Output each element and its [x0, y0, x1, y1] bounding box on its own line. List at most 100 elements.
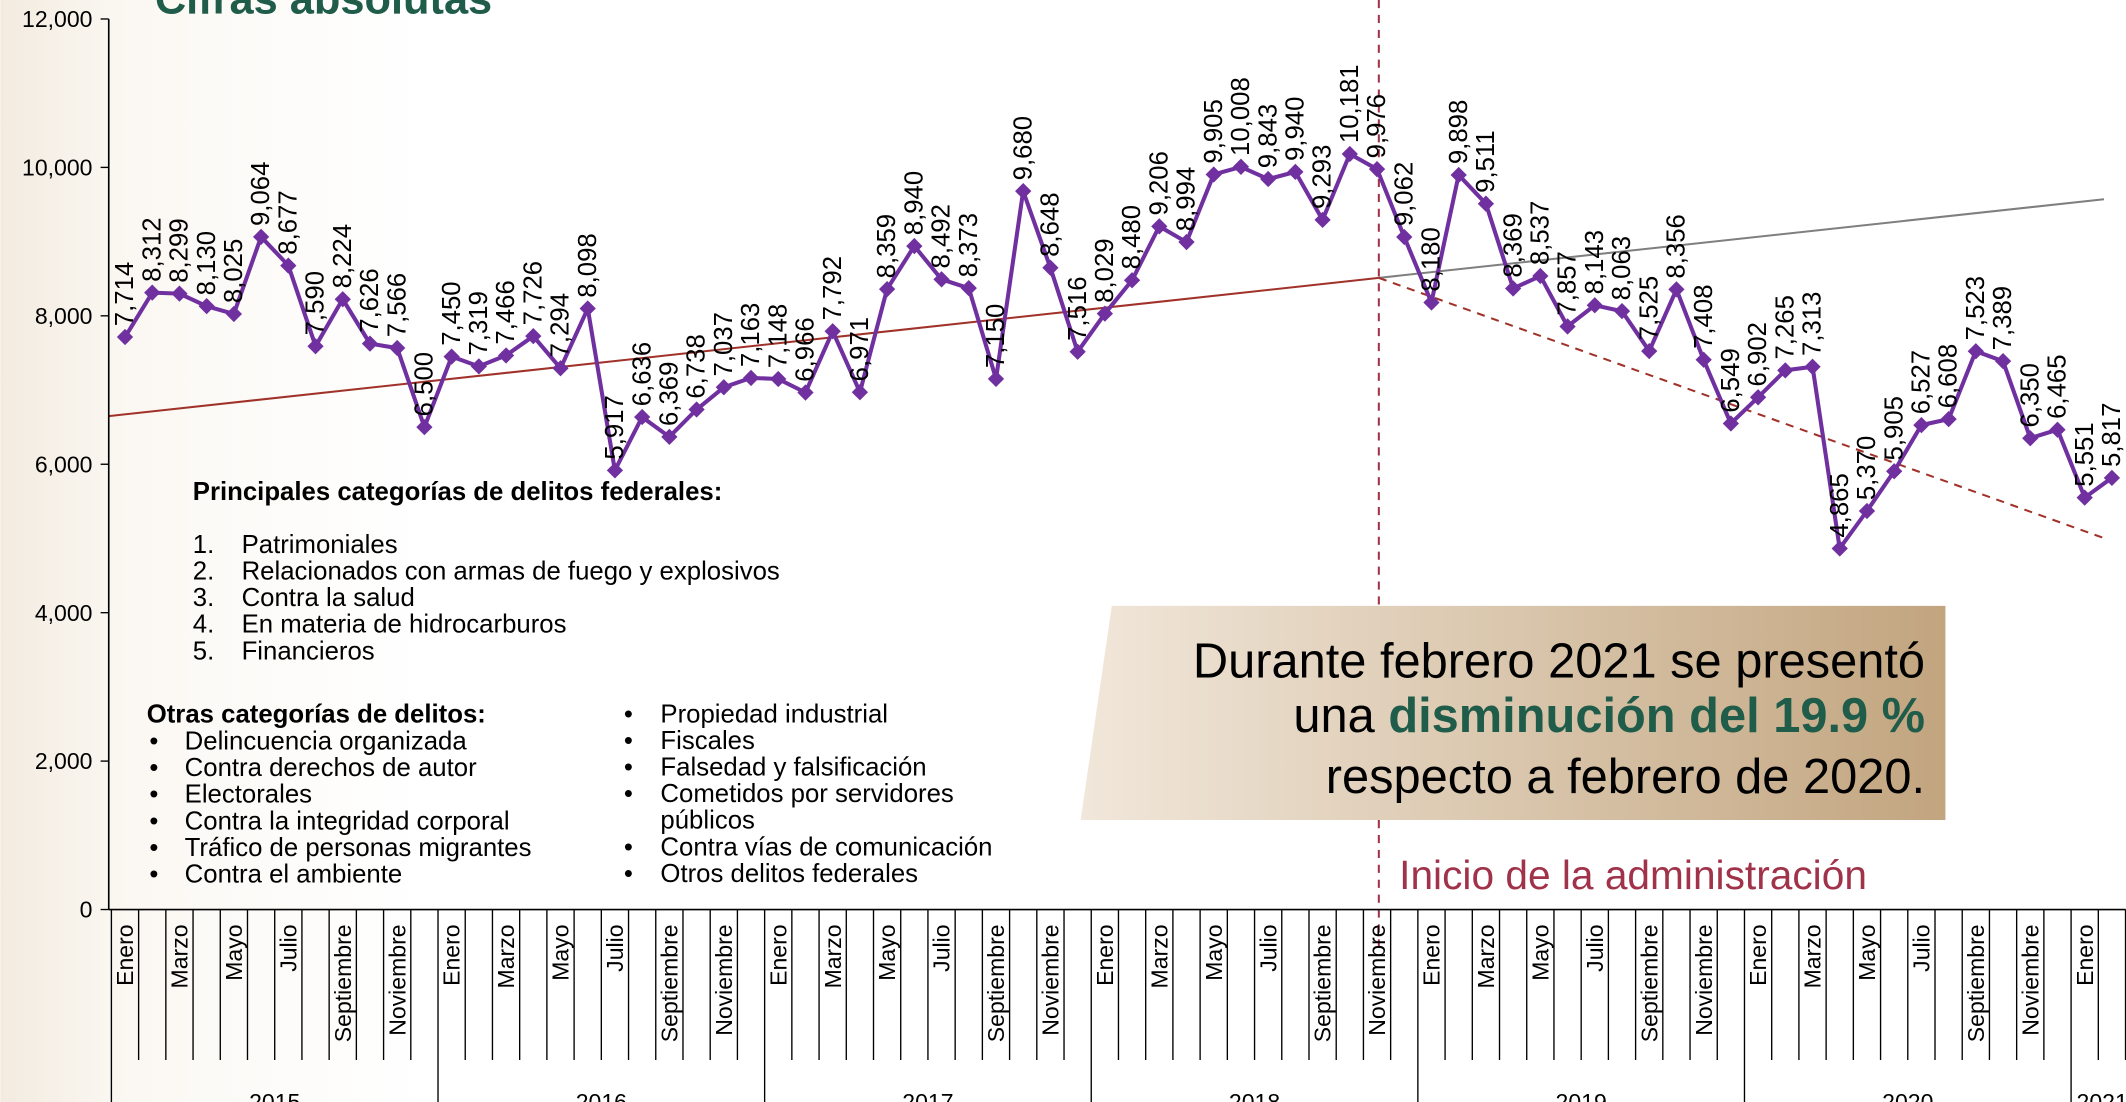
data-label: 8,537	[1526, 201, 1554, 265]
data-label: 5,551	[2071, 422, 2099, 486]
data-label: 6,465	[2044, 354, 2072, 418]
data-label: 9,905	[1200, 99, 1228, 163]
data-label: 7,525	[1635, 276, 1663, 340]
x-tick-label: Enero	[765, 924, 791, 985]
data-label: 6,549	[1717, 348, 1745, 412]
x-tick-label: Marzo	[167, 924, 193, 988]
data-label: 6,738	[683, 334, 711, 398]
x-tick-label: Septiembre	[983, 924, 1009, 1042]
x-tick-label: Enero	[439, 924, 465, 985]
data-label: 7,466	[492, 280, 520, 344]
data-label: 7,265	[1771, 295, 1799, 359]
data-label: 6,608	[1935, 344, 1963, 408]
callout-text: una	[1293, 689, 1388, 743]
x-tick-label: Marzo	[820, 924, 846, 988]
bullet: •	[149, 834, 158, 862]
bullet: •	[624, 754, 633, 782]
year-label: 2017	[902, 1089, 953, 1102]
callout-text: una disminución del 19.9 %	[1293, 689, 1925, 743]
data-label: 8,492	[928, 204, 956, 268]
data-label: 9,206	[1145, 151, 1173, 215]
callout-highlight: disminución del 19.9 %	[1388, 689, 1925, 743]
data-label: 5,817	[2098, 403, 2126, 467]
data-label: 6,350	[2016, 363, 2044, 427]
list-item: Contra derechos de autor	[185, 754, 477, 782]
data-label: 9,293	[1309, 145, 1337, 209]
x-tick-label: Enero	[1419, 924, 1445, 985]
data-label: 8,648	[1037, 192, 1065, 256]
data-label: 8,480	[1118, 205, 1146, 269]
bullet: •	[149, 754, 158, 782]
list-item: Contra vías de comunicación	[660, 833, 992, 861]
data-label: 7,566	[383, 273, 411, 337]
admin-label: Inicio de la administración	[1399, 852, 1867, 898]
list-heading: Principales categorías de delitos federa…	[193, 478, 723, 506]
callout-text: Durante febrero 2021 se presentó	[1193, 635, 1925, 689]
data-label: 6,500	[411, 352, 439, 416]
x-tick-label: Noviembre	[384, 924, 410, 1035]
x-tick-label: Noviembre	[1691, 924, 1717, 1035]
data-label: 7,408	[1690, 284, 1718, 348]
list-item: Cometidos por servidores	[660, 780, 953, 808]
x-tick-label: Septiembre	[657, 924, 683, 1042]
data-label: 8,677	[274, 190, 302, 254]
data-label: 9,062	[1390, 162, 1418, 226]
x-tick-label: Enero	[1745, 924, 1771, 985]
data-label: 4,865	[1826, 473, 1854, 537]
y-tick-label: 12,000	[22, 6, 92, 32]
x-tick-label: Noviembre	[1038, 924, 1064, 1035]
list-heading: Otras categorías de delitos:	[147, 700, 486, 728]
x-tick-label: Noviembre	[2017, 924, 2043, 1035]
x-tick-label: Mayo	[1201, 924, 1227, 980]
bullet: •	[149, 728, 158, 756]
data-label: 8,180	[1418, 227, 1446, 291]
list-number: 1.	[193, 531, 214, 559]
data-label: 9,940	[1282, 97, 1310, 161]
page: {"chart_data": { "type": "line", "title"…	[0, 0, 2126, 1102]
data-label: 7,148	[764, 304, 792, 368]
list-item: Delincuencia organizada	[185, 728, 468, 756]
callout-text: respecto a febrero de 2020.	[1326, 750, 1925, 804]
data-label: 10,181	[1336, 64, 1364, 143]
data-label: 9,898	[1445, 100, 1473, 164]
data-label: 7,037	[710, 312, 738, 376]
x-tick-label: Mayo	[548, 924, 574, 980]
data-label: 8,025	[220, 239, 248, 303]
x-tick-label: Enero	[112, 924, 138, 985]
list-item: Electorales	[185, 781, 312, 809]
list-item: En materia de hidrocarburos	[242, 611, 567, 639]
list-item: Contra la salud	[242, 584, 415, 612]
y-tick-label: 8,000	[35, 303, 93, 329]
bullet: •	[624, 833, 633, 861]
data-label: 8,299	[166, 218, 194, 282]
x-tick-label: Enero	[1092, 924, 1118, 985]
bullet: •	[149, 781, 158, 809]
bullet: •	[624, 727, 633, 755]
list-item: Relacionados con armas de fuego y explos…	[242, 558, 780, 586]
bullet: •	[624, 780, 633, 808]
data-label: 8,356	[1663, 214, 1691, 278]
data-label: 9,976	[1363, 94, 1391, 158]
data-label: 7,389	[1989, 286, 2017, 350]
data-label: 6,966	[792, 317, 820, 381]
data-label: 9,511	[1472, 130, 1500, 193]
data-label: 6,636	[628, 342, 656, 406]
x-tick-label: Julio	[275, 924, 301, 971]
data-label: 7,523	[1962, 276, 1990, 340]
data-label: 8,312	[138, 217, 166, 281]
data-label: 8,940	[900, 171, 928, 235]
data-label: 8,359	[873, 214, 901, 278]
data-label: 7,590	[302, 271, 330, 335]
x-tick-label: Septiembre	[1310, 924, 1336, 1042]
x-tick-label: Julio	[1582, 924, 1608, 971]
y-tick-label: 2,000	[35, 748, 93, 774]
data-label: 7,450	[438, 281, 466, 345]
x-tick-label: Marzo	[1473, 924, 1499, 988]
list-item: Financieros	[242, 637, 375, 665]
x-tick-label: Septiembre	[330, 924, 356, 1042]
data-label: 8,130	[193, 231, 221, 295]
data-label: 5,917	[601, 395, 629, 459]
list-number: 3.	[193, 584, 214, 612]
data-label: 6,527	[1908, 350, 1936, 414]
x-tick-label: Septiembre	[1963, 924, 1989, 1042]
